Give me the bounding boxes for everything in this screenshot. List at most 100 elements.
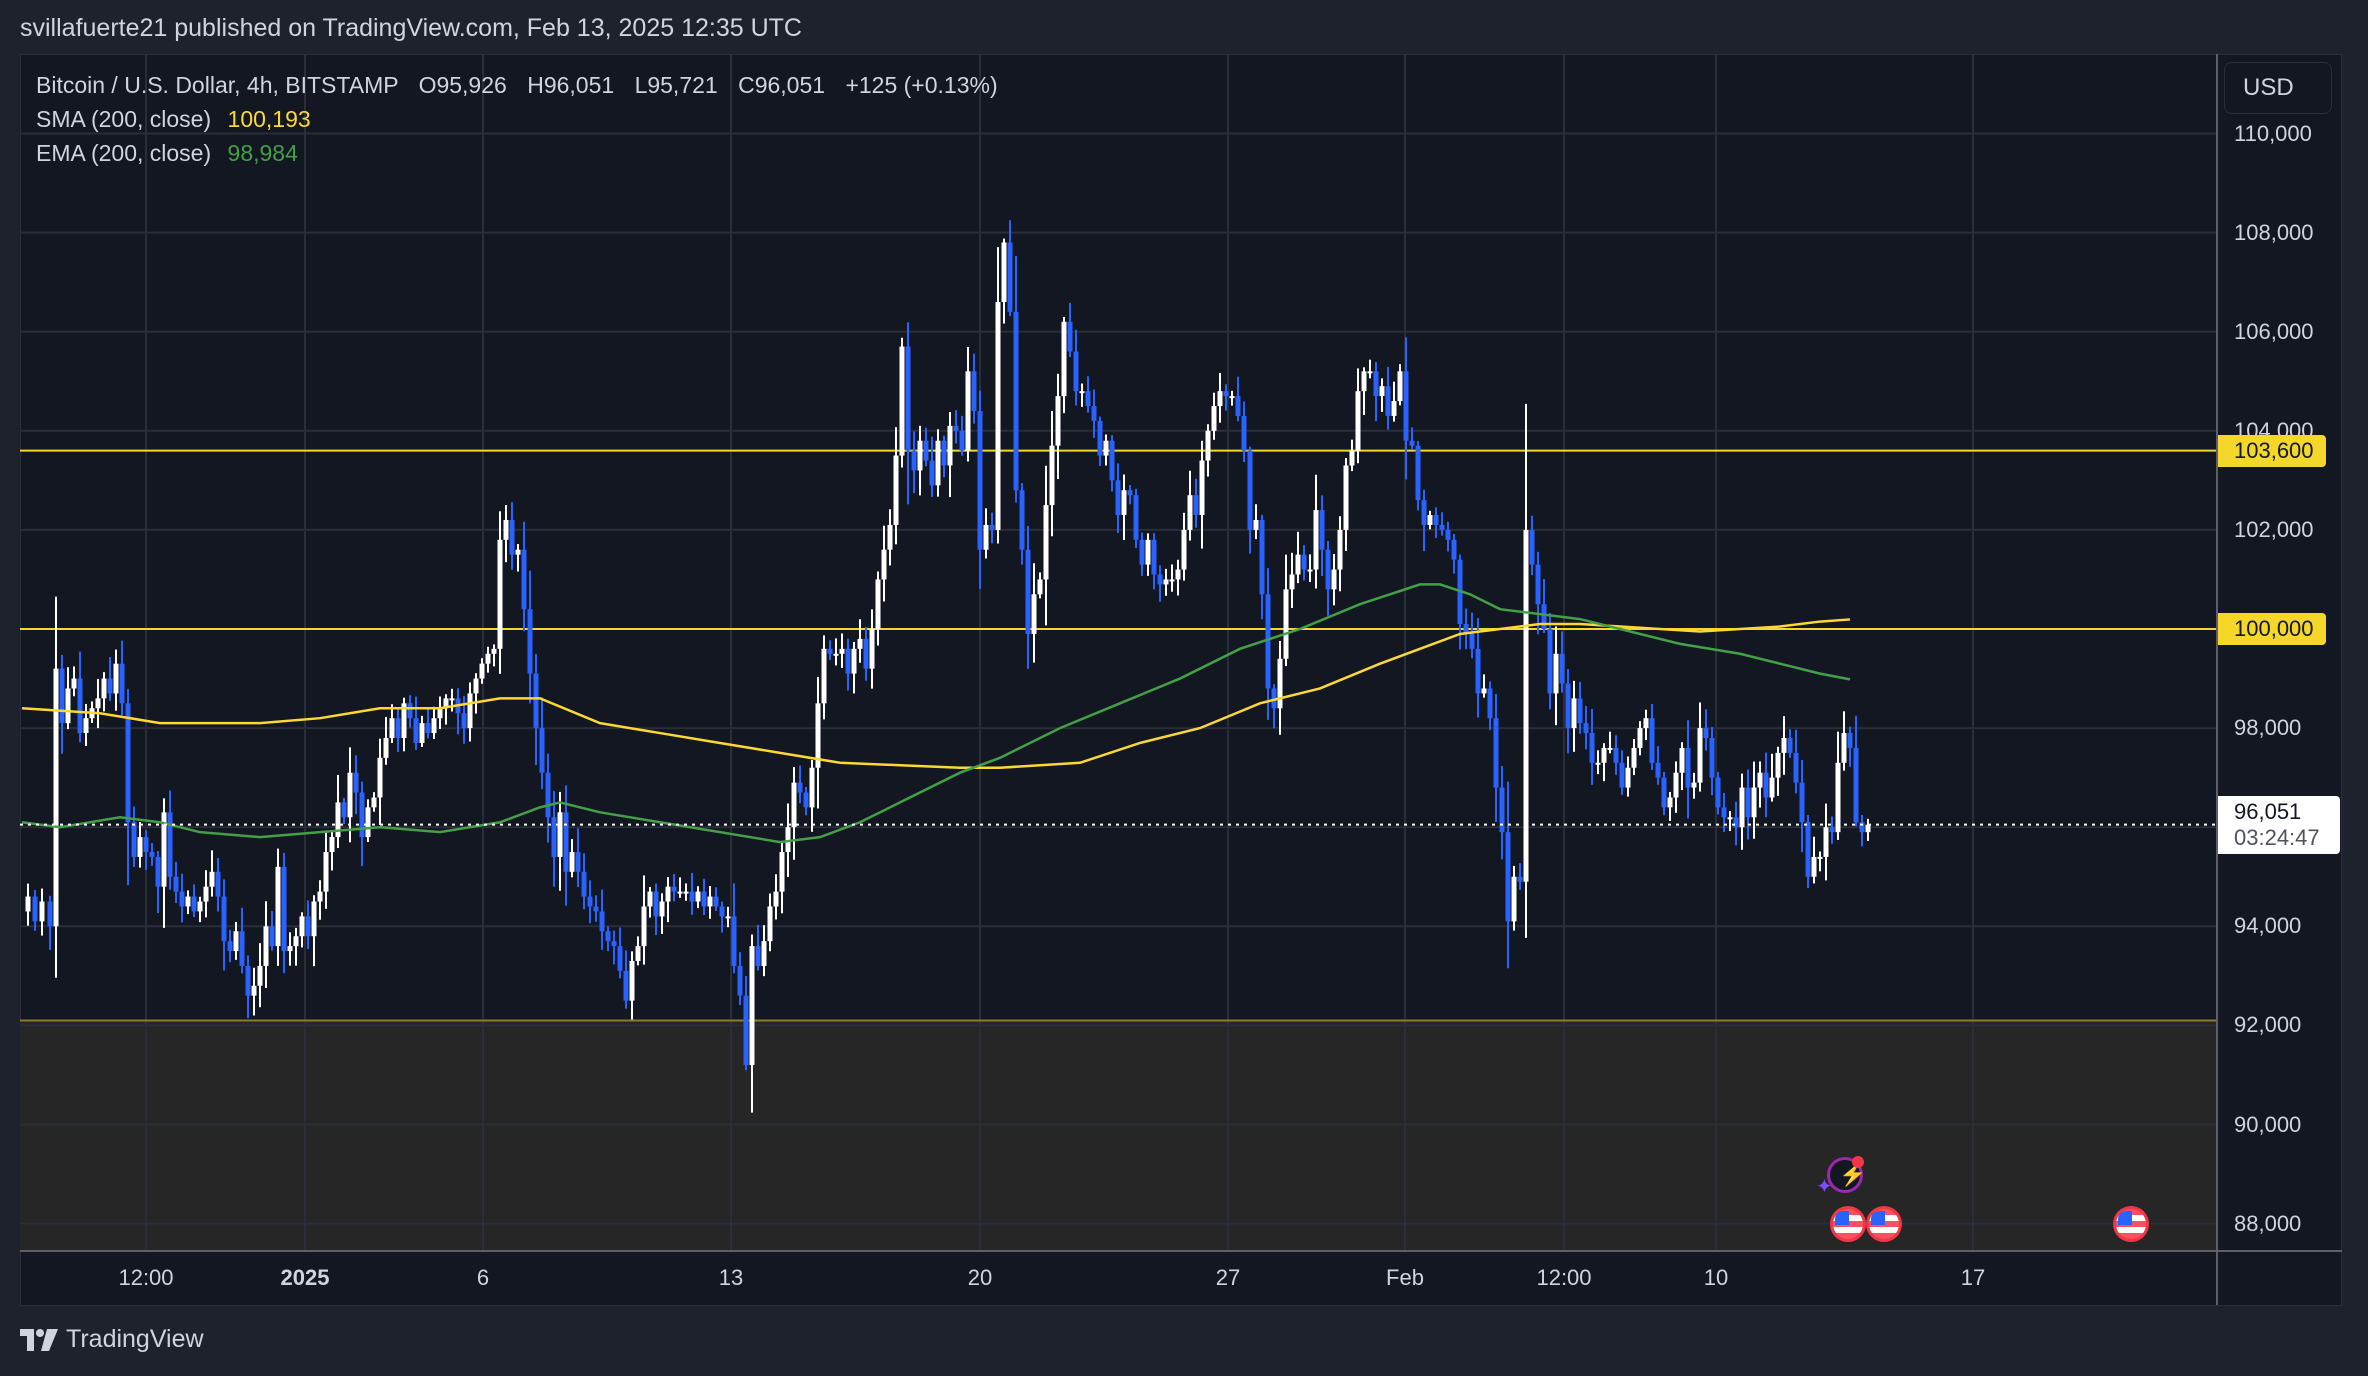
candle-body: [1847, 733, 1853, 748]
candle-body: [419, 723, 425, 743]
candle-body: [347, 772, 353, 818]
candle-body: [1013, 311, 1019, 491]
candle-body: [1037, 579, 1043, 595]
candle-body: [311, 901, 317, 937]
candle-body: [1091, 406, 1097, 421]
candle-body: [1007, 242, 1013, 312]
candle-body: [941, 440, 947, 466]
candle-body: [1259, 519, 1265, 595]
candle-body: [1517, 876, 1523, 882]
candle-body: [989, 524, 995, 530]
candle-body: [1223, 391, 1229, 397]
candle-body: [1475, 648, 1481, 694]
price-tick-label: 90,000: [2234, 1111, 2302, 1137]
candle-body: [1793, 752, 1799, 783]
us-flag-event-icon[interactable]: [1866, 1206, 1902, 1242]
time-tick-label: 17: [1960, 1265, 1986, 1290]
sma-row[interactable]: SMA (200, close) 100,193: [36, 102, 998, 136]
ema-value: 98,984: [227, 140, 298, 166]
chart-legend: Bitcoin / U.S. Dollar, 4h, BITSTAMP O95,…: [36, 68, 998, 170]
candle-body: [1385, 386, 1391, 416]
candle-body: [1397, 371, 1403, 402]
candle-body: [137, 837, 143, 857]
candle-body: [1823, 827, 1829, 857]
candle-body: [713, 896, 719, 907]
candle-body: [557, 812, 563, 857]
candle-body: [905, 346, 911, 451]
candle-body: [1709, 738, 1715, 778]
candle-body: [335, 802, 341, 838]
candle-body: [1121, 490, 1127, 516]
ema-label: EMA (200, close): [36, 140, 212, 166]
candle-body: [1307, 569, 1313, 572]
candle-body: [1073, 351, 1079, 392]
candle-body: [1049, 445, 1055, 506]
candle-body: [461, 713, 467, 729]
candle-body: [893, 455, 899, 525]
candle-body: [695, 891, 701, 902]
symbol-row[interactable]: Bitcoin / U.S. Dollar, 4h, BITSTAMP O95,…: [36, 68, 998, 102]
candle-body: [611, 941, 617, 947]
candle-body: [719, 906, 725, 917]
price-tick-label: 92,000: [2234, 1012, 2302, 1038]
candle-body: [605, 931, 611, 942]
currency-button[interactable]: USD: [2224, 62, 2332, 114]
candle-body: [1433, 515, 1439, 525]
candle-body: [1451, 539, 1457, 560]
candle-body: [935, 440, 941, 486]
candle-body: [737, 965, 743, 996]
tradingview-logo[interactable]: TradingView: [20, 1325, 204, 1354]
candle-body: [107, 678, 113, 694]
candle-body: [425, 723, 431, 734]
candle-body: [1739, 787, 1745, 828]
candle-body: [161, 812, 167, 887]
candle-body: [821, 648, 827, 704]
candle-body: [1001, 242, 1007, 302]
candle-body: [569, 851, 575, 872]
candle-body: [1853, 747, 1859, 823]
candle-body: [755, 946, 761, 966]
candle-body: [1043, 505, 1049, 580]
candle-body: [1067, 321, 1073, 352]
time-tick-label: 27: [1215, 1265, 1241, 1290]
candle-body: [647, 891, 653, 907]
candle-body: [1565, 683, 1571, 729]
candle-body: [269, 926, 275, 947]
candle-body: [497, 539, 503, 649]
us-flag-event-icon[interactable]: [1830, 1206, 1866, 1242]
symbol-title[interactable]: Bitcoin / U.S. Dollar, 4h, BITSTAMP: [36, 72, 399, 98]
candle-body: [257, 965, 263, 986]
lightning-event-icon[interactable]: ⚡ ✦: [1816, 1156, 1866, 1198]
candle-body: [1787, 738, 1793, 753]
candle-body: [1541, 604, 1547, 629]
candle-body: [641, 906, 647, 947]
candle-body: [1283, 589, 1289, 659]
candle-body: [245, 965, 251, 996]
candle-body: [1163, 579, 1169, 585]
candle-body: [1373, 371, 1379, 397]
candle-body: [179, 891, 185, 907]
candle-body: [1631, 747, 1637, 768]
candle-body: [59, 668, 65, 724]
us-flag-event-icon[interactable]: [2113, 1206, 2149, 1242]
candle-body: [431, 718, 437, 734]
candle-body: [25, 896, 31, 912]
candle-body: [239, 931, 245, 966]
candle-body: [71, 678, 77, 689]
candle-body: [1529, 529, 1535, 565]
candle-body: [1025, 549, 1031, 634]
candle-body: [149, 851, 155, 857]
candle-body: [191, 896, 197, 912]
candle-body: [785, 827, 791, 852]
candle-body: [1361, 371, 1367, 392]
candle-body: [485, 653, 491, 664]
candle-body: [1799, 782, 1805, 823]
candle-body: [1589, 733, 1595, 763]
candle-body: [503, 519, 509, 540]
candle-body: [209, 871, 215, 887]
low-value: L95,721: [634, 72, 718, 98]
ema-row[interactable]: EMA (200, close) 98,984: [36, 136, 998, 170]
candle-body: [1595, 762, 1601, 765]
candle-body: [1019, 490, 1025, 550]
